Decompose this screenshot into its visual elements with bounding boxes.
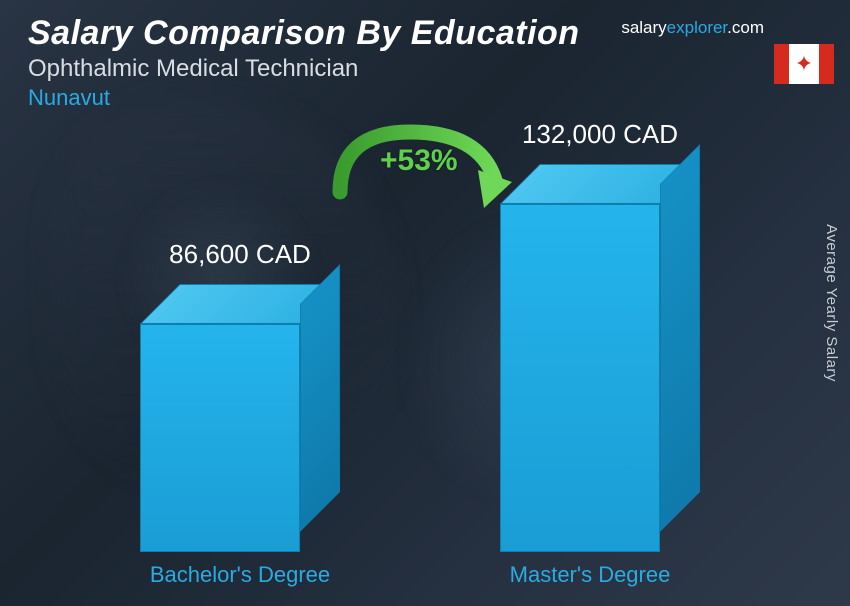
bar-1	[140, 324, 320, 552]
bar-side-face	[300, 264, 340, 532]
flag-center: ✦	[789, 44, 819, 84]
flag-band-left	[774, 44, 789, 84]
bar-front-face	[140, 324, 300, 552]
chart-subtitle: Ophthalmic Medical Technician	[28, 55, 830, 83]
brand-prefix: salary	[621, 18, 666, 37]
arrow-icon	[310, 122, 530, 242]
flag-canada-icon: ✦	[774, 44, 834, 84]
bar-label-2: Master's Degree	[470, 562, 710, 588]
increase-arrow: +53%	[310, 122, 530, 242]
bar-value-1: 86,600 CAD	[120, 239, 360, 270]
bar-side-face	[660, 144, 700, 532]
y-axis-label: Average Yearly Salary	[823, 224, 840, 382]
flag-band-right	[819, 44, 834, 84]
bar-label-1: Bachelor's Degree	[120, 562, 360, 588]
brand-suffix: .com	[727, 18, 764, 37]
brand-label: salaryexplorer.com	[621, 18, 764, 38]
percent-increase: +53%	[380, 144, 458, 178]
maple-leaf-icon: ✦	[795, 53, 813, 75]
chart-region: Nunavut	[28, 85, 830, 111]
brand-accent: explorer	[667, 18, 727, 37]
bar-front-face	[500, 204, 660, 552]
bar-2	[500, 204, 680, 552]
